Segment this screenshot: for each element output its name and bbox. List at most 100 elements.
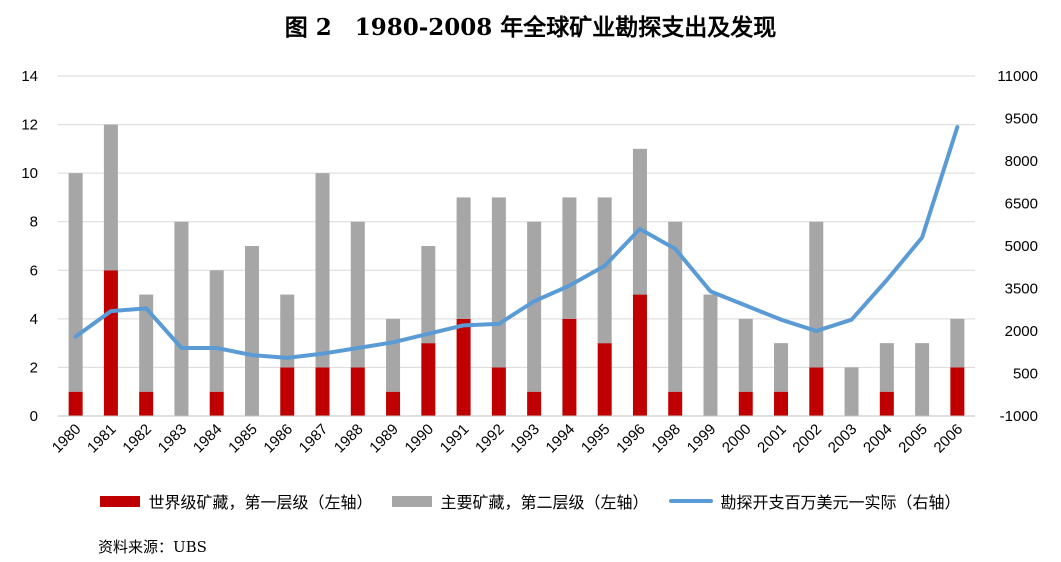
legend-swatch-tier2 <box>392 495 433 507</box>
y-right-tick-label: 11000 <box>997 68 1038 85</box>
bar-tier2 <box>597 197 612 344</box>
expenditure-point <box>920 236 924 239</box>
x-tick-label: 1981 <box>84 421 120 457</box>
bar-tier1 <box>774 391 789 416</box>
bar-tier1 <box>209 391 224 416</box>
x-tick-label: 1990 <box>402 421 438 457</box>
bar-tier1 <box>597 343 612 416</box>
x-tick-label: 1985 <box>225 421 261 457</box>
bar-tier2 <box>244 246 259 416</box>
legend-item-expenditure: 勘探开支百万美元一实际（右轴） <box>668 489 961 513</box>
bar-tier1 <box>456 318 471 416</box>
expenditure-point <box>567 284 571 288</box>
bar-tier2 <box>844 367 859 416</box>
y-left-tick-label: 14 <box>21 68 38 85</box>
x-tick-label: 2001 <box>754 421 790 457</box>
x-tick-label: 2006 <box>931 421 967 457</box>
bar-tier2 <box>174 221 189 416</box>
bar-tier2 <box>386 318 401 392</box>
x-tick-label: 2002 <box>789 421 825 457</box>
x-tick-label: 2004 <box>860 421 896 457</box>
bar-tier2 <box>774 343 789 392</box>
x-tick-label: 1986 <box>260 421 296 457</box>
expenditure-point <box>391 340 395 344</box>
expenditure-point <box>955 125 959 129</box>
bar-tier1 <box>668 391 683 416</box>
expenditure-point <box>638 227 642 231</box>
legend-item-tier1: 世界级矿藏，第一层级（左轴） <box>100 489 372 513</box>
gridlines <box>58 75 975 417</box>
expenditure-point <box>144 306 148 310</box>
bar-tier1 <box>350 367 365 416</box>
bar-tier2 <box>738 318 753 392</box>
expenditure-point <box>885 278 889 282</box>
bar-tier2 <box>703 294 718 416</box>
bar-tier2 <box>280 294 295 368</box>
bar-tier1 <box>315 367 330 416</box>
y-right-tick-label: 3500 <box>1005 281 1038 298</box>
bar-tier1 <box>738 391 753 416</box>
x-tick-label: 1992 <box>472 421 508 457</box>
bar-tier2 <box>809 221 824 368</box>
x-tick-label: 1980 <box>49 421 85 457</box>
bar-tier1 <box>491 367 506 416</box>
legend-label-expenditure: 勘探开支百万美元一实际（右轴） <box>720 493 961 512</box>
y-right-tick-label: 5000 <box>1005 238 1038 255</box>
bar-tier2 <box>421 246 436 344</box>
bar-tier1 <box>386 391 401 416</box>
x-tick-label: 1988 <box>331 421 367 457</box>
bar-tier1 <box>421 343 436 416</box>
y-left-tick-label: 2 <box>30 359 38 376</box>
bar-tier2 <box>350 221 365 368</box>
bar-tier2 <box>950 318 965 368</box>
expenditure-series-line <box>73 125 960 360</box>
bar-tier2 <box>68 173 83 392</box>
bar-tier1 <box>879 391 894 416</box>
bar-tier2 <box>632 148 647 295</box>
bar-tier1 <box>139 391 154 416</box>
y-left-tick-label: 8 <box>30 214 38 231</box>
expenditure-line <box>73 125 960 360</box>
expenditure-point <box>532 299 536 303</box>
x-tick-label: 2005 <box>895 421 931 457</box>
expenditure-point <box>426 332 430 336</box>
expenditure-point <box>215 346 219 350</box>
expenditure-point <box>462 323 466 327</box>
expenditure-point <box>744 304 748 307</box>
x-tick-label: 1994 <box>543 421 579 457</box>
legend-label-tier1: 世界级矿藏，第一层级（左轴） <box>148 493 373 512</box>
legend-item-tier2: 主要矿藏，第二层级（左轴） <box>392 489 649 513</box>
bar-tier1 <box>280 367 295 416</box>
expenditure-point <box>603 264 607 268</box>
expenditure-point <box>850 318 854 322</box>
bar-tier1 <box>103 270 118 416</box>
x-tick-label: 1995 <box>578 421 614 457</box>
x-tick-label: 1989 <box>366 421 402 457</box>
y-left-tick-label: 0 <box>30 408 38 425</box>
bar-tier1 <box>68 391 83 416</box>
y-right-tick-label: 500 <box>1013 366 1038 383</box>
bar-tier2 <box>668 221 683 392</box>
expenditure-point <box>321 352 325 356</box>
y-right-tick-label: 2000 <box>1005 323 1038 340</box>
expenditure-point <box>250 353 254 357</box>
y-right-tick-label: 9500 <box>1005 111 1038 128</box>
expenditure-point <box>779 318 783 322</box>
y-right-tick-label: -1000 <box>1000 408 1038 425</box>
y-left-tick-label: 10 <box>21 165 38 182</box>
source-note: 资料来源：UBS <box>98 538 207 556</box>
bar-tier2 <box>491 197 506 368</box>
y-left-tick-label: 12 <box>21 117 38 134</box>
x-tick-label: 1991 <box>437 421 473 457</box>
bar-tier2 <box>527 221 542 392</box>
x-tick-label: 1998 <box>648 421 684 457</box>
bar-tier2 <box>915 343 930 416</box>
bar-tier2 <box>562 197 577 319</box>
bar-tier2 <box>879 343 894 392</box>
expenditure-point <box>356 346 360 350</box>
x-tick-label: 2000 <box>719 421 755 457</box>
x-tick-label: 1996 <box>613 421 649 457</box>
legend-swatch-tier1 <box>100 495 141 507</box>
bar-tier1 <box>562 318 577 416</box>
